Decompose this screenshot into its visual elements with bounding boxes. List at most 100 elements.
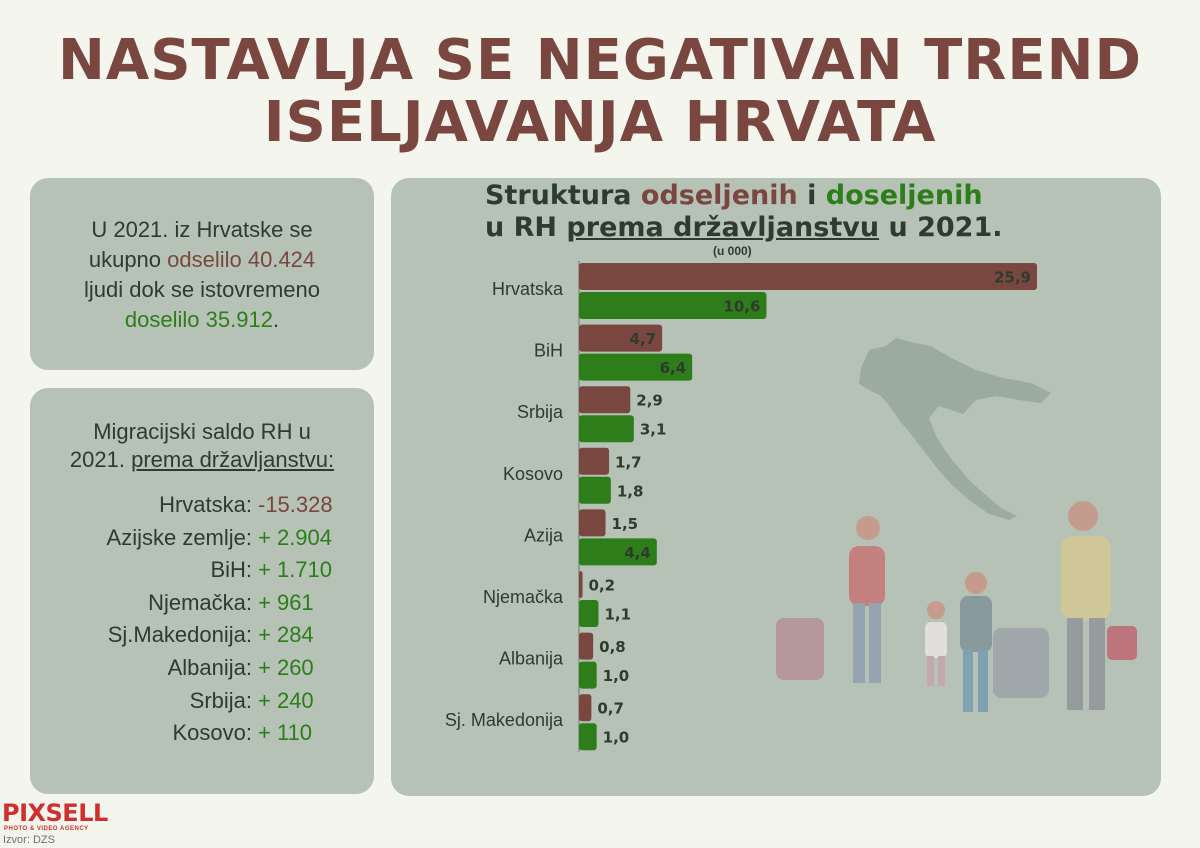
headline-line-2: ISELJAVANJA HRVATA [263, 90, 937, 155]
immigrated-bar [579, 538, 657, 566]
saldo-row-label: BiH: [210, 557, 252, 583]
immigrated-bar [579, 600, 599, 627]
category-label: Sj. Makedonija [445, 710, 564, 730]
chart-title-line-1: Struktura odseljenih i doseljenih [485, 180, 983, 212]
saldo-row-value: + 110 [258, 720, 313, 746]
value-label: 1,1 [604, 606, 631, 624]
emigrated-total: odselilo 40.424 [167, 247, 316, 272]
value-label: 10,6 [723, 298, 760, 316]
bag-icon [1107, 626, 1137, 660]
travelers-illustration [776, 501, 1137, 712]
value-label: 4,7 [630, 330, 657, 348]
saldo-row-value: + 240 [258, 687, 314, 713]
suitcase-icon [776, 618, 824, 680]
value-label: 1,7 [615, 453, 642, 471]
headline: NASTAVLJA SE NEGATIVAN TREND ISELJAVANJA… [0, 30, 1200, 154]
chart-title-immigrated: doseljenih [825, 180, 983, 211]
pixsell-tagline: PHOTO & VIDEO AGENCY [4, 826, 89, 832]
summary-line-3: ljudi dok se istovremeno [83, 277, 320, 302]
saldo-row-value: + 2.904 [258, 524, 333, 550]
emigrated-bar [579, 509, 606, 537]
chart-unit: (u 000) [713, 244, 752, 258]
saldo-title-line-1: Migracijski saldo RH u [93, 419, 311, 444]
category-label: Albanija [499, 649, 564, 669]
summary-text: U 2021. iz Hrvatske se ukupno odselilo 4… [30, 215, 374, 335]
emigrated-bar [579, 447, 610, 475]
saldo-row-value: + 961 [258, 589, 314, 615]
chart-title-year: u 2021. [879, 212, 1003, 243]
saldo-title-line-2: 2021. prema državljanstvu: [30, 446, 374, 474]
saldo-row: Njemačka: + 961 [30, 587, 374, 619]
chart-title-emigrated: odseljenih [640, 180, 808, 211]
saldo-row: Azijske zemlje: + 2.904 [30, 522, 374, 554]
summary-panel: U 2021. iz Hrvatske se ukupno odselilo 4… [30, 178, 374, 370]
value-label: 6,4 [660, 359, 687, 377]
immigrated-bar [579, 353, 693, 381]
value-label: 0,2 [589, 577, 616, 595]
saldo-row-label: Sj.Makedonija: [107, 622, 252, 648]
saldo-row: Hrvatska: -15.328 [30, 489, 374, 521]
emigrated-bar [579, 571, 583, 598]
saldo-row-value: -15.328 [258, 492, 333, 517]
value-label: 4,4 [624, 544, 651, 562]
value-label: 1,5 [612, 515, 639, 533]
immigrated-bar [579, 476, 611, 504]
saldo-row-value: + 284 [258, 622, 314, 648]
bar-chart: Hrvatska 25,9 10,6 BiH 4,76,4 Srbija 2,9 3,1 Kos… [445, 261, 1137, 752]
value-label: 3,1 [640, 421, 667, 439]
category-label: Kosovo [503, 464, 563, 484]
chart-title-line-2: u RH prema državljanstvu u 2021. [485, 212, 1003, 244]
bars: Hrvatska 25,9 10,6 BiH 4,76,4 Srbija 2,9 3,1 Kos… [445, 261, 1037, 752]
immigrated-bar [579, 415, 634, 443]
summary-line-2-prefix: ukupno [88, 247, 168, 272]
immigrated-bar [579, 661, 597, 689]
saldo-panel: Migracijski saldo RH u 2021. prema držav… [30, 388, 374, 794]
summary-line-4: doselilo 35.912. [30, 305, 374, 335]
saldo-row-label: Albanija: [167, 655, 252, 680]
saldo-row-label: Azijske zemlje: [106, 524, 252, 550]
suitcase-icon [993, 628, 1049, 698]
saldo-row: Sj.Makedonija: + 284 [30, 619, 374, 651]
immigrated-bar [579, 723, 597, 751]
emigrated-bar [579, 324, 663, 352]
category-label: Hrvatska [492, 279, 564, 299]
value-label: 1,0 [603, 729, 630, 747]
category-label: Srbija [517, 402, 564, 422]
summary-line-1: U 2021. iz Hrvatske se [91, 217, 313, 242]
saldo-row-value: + 260 [258, 655, 314, 680]
saldo-row-label: Njemačka: [148, 589, 252, 615]
value-label: 0,7 [597, 700, 624, 718]
emigrated-bar [579, 694, 592, 722]
category-label: BiH [534, 341, 563, 361]
saldo-title-underlined: prema državljanstvu: [131, 447, 335, 472]
chart-title-structure: Struktura [485, 180, 641, 211]
summary-line-2: ukupno odselilo 40.424 [30, 245, 374, 275]
saldo-row: Albanija: + 260 [30, 652, 374, 684]
saldo-row-label: Kosovo: [172, 720, 253, 746]
emigrated-bar [579, 263, 1037, 290]
saldo-row-label: Hrvatska: [159, 492, 252, 517]
emigrated-bar [579, 386, 631, 414]
chart-title-and: i [807, 180, 826, 211]
value-label: 2,9 [636, 392, 663, 410]
headline-line-1: NASTAVLJA SE NEGATIVAN TREND [58, 28, 1142, 93]
summary-period: . [272, 307, 280, 332]
value-label: 25,9 [994, 269, 1031, 287]
croatia-map-icon [859, 338, 1051, 520]
chart-title-rh: u RH [485, 212, 567, 243]
saldo-row-label: Srbija: [189, 687, 252, 713]
saldo-row: Kosovo: + 110 [30, 717, 374, 749]
saldo-title: Migracijski saldo RH u 2021. prema držav… [30, 418, 374, 474]
saldo-title-year: 2021. [69, 447, 132, 472]
value-label: 1,0 [603, 667, 630, 685]
emigrated-bar [579, 632, 594, 660]
value-label: 0,8 [599, 638, 626, 656]
immigrated-total: doselilo 35.912 [124, 307, 273, 332]
category-label: Azija [524, 525, 564, 545]
chart-panel: Hrvatska 25,9 10,6 BiH 4,7 6,4 Srbija 2,9 3,1 Kos… [391, 178, 1161, 796]
pixsell-logo: PIXSELL [2, 799, 108, 827]
saldo-row: Srbija: + 240 [30, 685, 374, 717]
saldo-row: BiH: + 1.710 [30, 554, 374, 586]
source-note: Izvor: DZS [3, 834, 55, 846]
chart-title-citizenship: prema državljanstvu [566, 212, 880, 243]
